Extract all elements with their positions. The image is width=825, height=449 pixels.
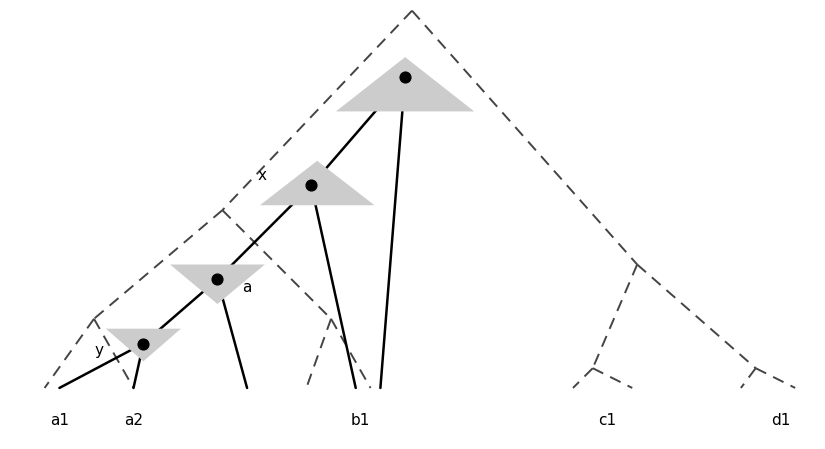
Polygon shape: [336, 57, 474, 111]
Text: a1: a1: [50, 413, 69, 427]
Text: c1: c1: [598, 413, 616, 427]
Point: [211, 276, 224, 283]
Text: a2: a2: [124, 413, 143, 427]
Text: d1: d1: [771, 413, 790, 427]
Polygon shape: [260, 161, 375, 205]
Point: [398, 73, 412, 80]
Text: b1: b1: [351, 413, 370, 427]
Point: [137, 340, 150, 347]
Text: y: y: [95, 343, 104, 358]
Text: a: a: [242, 280, 252, 295]
Polygon shape: [170, 264, 265, 304]
Text: x: x: [258, 168, 266, 183]
Point: [304, 182, 318, 189]
Polygon shape: [106, 329, 181, 361]
